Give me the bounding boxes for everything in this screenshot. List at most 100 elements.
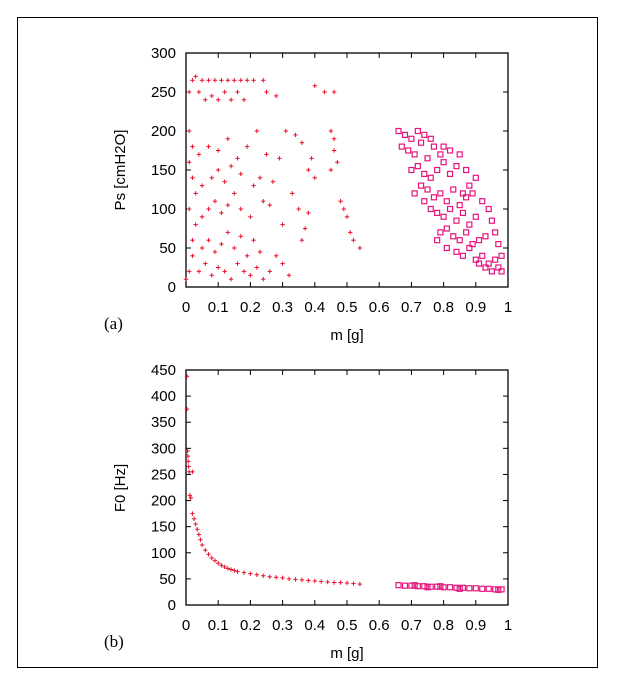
- x-tick-label: 0.4: [304, 299, 325, 316]
- x-tick-label: 0.3: [272, 299, 293, 316]
- data-point-plus: [244, 78, 250, 83]
- data-point-plus: [299, 140, 305, 145]
- data-point-plus: [251, 78, 256, 83]
- x-tick-label: 0: [182, 299, 190, 316]
- data-point-plus: [225, 136, 231, 141]
- data-point-plus: [216, 561, 221, 566]
- data-point-plus: [209, 555, 214, 561]
- data-point-square: [405, 147, 412, 154]
- data-point-plus: [216, 167, 221, 173]
- data-point-plus: [228, 163, 234, 169]
- data-point-square: [453, 584, 460, 591]
- data-point-square: [427, 583, 434, 590]
- data-point-square: [446, 170, 454, 177]
- data-point-plus: [190, 238, 195, 243]
- data-point-square: [456, 585, 463, 592]
- data-point-plus: [283, 128, 289, 134]
- data-point-plus: [257, 175, 263, 180]
- data-point-plus: [261, 573, 266, 578]
- data-point-plus: [348, 230, 353, 235]
- data-point-plus: [244, 144, 250, 149]
- data-point-square: [421, 198, 428, 205]
- data-point-plus: [193, 222, 198, 227]
- data-point-plus: [196, 89, 202, 95]
- data-point-plus: [290, 191, 295, 196]
- data-point-plus: [212, 558, 218, 563]
- y-tick-label: 250: [151, 466, 176, 483]
- x-tick-label: 0.9: [465, 617, 486, 634]
- data-point-square: [424, 155, 431, 162]
- data-point-square: [469, 241, 476, 248]
- data-point-square: [466, 244, 473, 252]
- data-point-square: [498, 586, 505, 593]
- data-point-square: [498, 252, 505, 259]
- data-point-square: [417, 182, 425, 189]
- data-point-square: [417, 139, 425, 146]
- data-point-plus: [222, 564, 227, 570]
- figure-frame: [17, 17, 598, 668]
- data-point-plus: [254, 128, 260, 134]
- data-point-square: [492, 586, 499, 593]
- data-point-plus: [203, 261, 208, 266]
- data-point-plus: [196, 269, 202, 274]
- data-point-plus: [222, 179, 227, 184]
- x-tick-label: 0.5: [337, 299, 358, 316]
- data-point-plus: [286, 576, 292, 582]
- data-point-plus: [235, 261, 240, 266]
- data-point-plus: [212, 199, 218, 204]
- data-point-plus: [299, 577, 305, 583]
- x-tick-label: 0.5: [337, 617, 358, 634]
- data-point-square: [424, 584, 431, 591]
- data-point-plus: [190, 511, 195, 516]
- data-point-square: [411, 151, 418, 158]
- data-point-square: [495, 241, 502, 248]
- x-tick-label: 0.6: [369, 617, 390, 634]
- data-point-square: [488, 268, 495, 275]
- panel-b-x-ticks: 0 0.1 0.2 0.3 0.4 0.5 0.6 0.7 0.8 0.9 1: [182, 370, 512, 634]
- data-point-plus: [351, 238, 356, 243]
- data-point-plus: [235, 89, 240, 95]
- data-point-square: [450, 186, 457, 193]
- data-point-square: [414, 583, 421, 590]
- data-point-square: [411, 582, 418, 589]
- data-point-square: [427, 174, 434, 181]
- data-point-plus: [328, 128, 334, 134]
- data-point-square: [401, 131, 409, 138]
- data-point-plus: [235, 156, 240, 161]
- data-point-square: [463, 194, 470, 201]
- y-tick-label: 50: [159, 571, 176, 588]
- data-point-square: [459, 584, 467, 591]
- data-point-square: [424, 186, 431, 193]
- data-point-plus: [331, 136, 337, 141]
- data-point-plus: [222, 269, 227, 274]
- data-point-square: [466, 221, 473, 228]
- panel-a-points: [183, 74, 505, 282]
- data-point-plus: [232, 78, 237, 83]
- data-point-plus: [244, 253, 250, 258]
- data-point-square: [437, 151, 444, 158]
- data-point-plus: [254, 265, 260, 270]
- data-point-square: [440, 584, 447, 591]
- data-point-plus: [219, 241, 224, 247]
- y-tick-label: 400: [151, 388, 176, 405]
- data-point-plus: [312, 175, 317, 180]
- data-point-plus: [302, 226, 308, 231]
- data-point-square: [466, 585, 473, 592]
- data-point-plus: [184, 406, 190, 412]
- y-tick-label: 200: [151, 493, 176, 510]
- data-point-square: [488, 217, 495, 224]
- data-point-square: [463, 229, 470, 236]
- data-point-square: [469, 190, 476, 197]
- data-point-plus: [196, 532, 202, 537]
- y-tick-label: 250: [151, 84, 176, 101]
- data-point-plus: [280, 222, 285, 227]
- data-point-square: [463, 166, 470, 174]
- data-point-square: [437, 229, 444, 236]
- data-point-square: [427, 135, 434, 142]
- x-tick-label: 0.7: [401, 299, 422, 316]
- panel-b-y-ticks: 0 50 100 150 200 250 300 350 400 450: [151, 362, 508, 614]
- panel-b-points: [184, 374, 505, 593]
- data-point-plus: [209, 273, 214, 278]
- data-point-square: [408, 135, 415, 142]
